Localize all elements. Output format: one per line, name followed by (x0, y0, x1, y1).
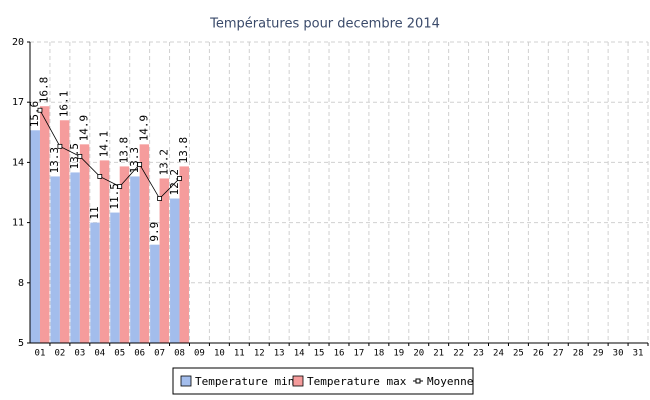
bar (159, 178, 170, 343)
x-tick-label: 09 (194, 349, 205, 359)
x-tick-label: 21 (433, 349, 444, 359)
data-label: 16.8 (38, 77, 51, 104)
y-tick-label: 11 (12, 218, 24, 229)
x-tick-label: 10 (214, 349, 225, 359)
legend-label: Temperature max (307, 375, 407, 388)
data-label: 15.6 (28, 101, 41, 128)
legend-label: Moyenne (427, 375, 473, 388)
legend-marker (415, 378, 421, 384)
y-tick-label: 14 (12, 157, 24, 168)
x-tick-label: 20 (413, 349, 424, 359)
data-label: 13.2 (157, 149, 170, 176)
x-tick-label: 26 (533, 349, 544, 359)
bar (99, 160, 110, 343)
x-tick-label: 25 (513, 349, 524, 359)
data-label: 14.9 (78, 115, 91, 142)
data-label: 16.1 (58, 91, 71, 118)
x-tick-label: 06 (134, 349, 145, 359)
x-tick-label: 14 (294, 349, 305, 359)
x-tick-label: 03 (74, 349, 85, 359)
legend-label: Temperature min (195, 375, 294, 388)
bar (79, 144, 90, 343)
y-tick-label: 8 (18, 278, 24, 289)
line-marker (57, 143, 63, 149)
chart-title: Températures pour decembre 2014 (209, 17, 440, 32)
line-marker (77, 153, 83, 159)
data-label: 13.3 (48, 147, 61, 174)
y-tick-label: 5 (18, 338, 24, 349)
y-tick-label: 20 (12, 37, 24, 48)
x-tick-label: 30 (613, 349, 624, 359)
bar (50, 176, 60, 343)
line-marker (37, 107, 43, 113)
x-tick-label: 04 (94, 349, 105, 359)
bar (119, 166, 130, 343)
bar (39, 106, 50, 343)
x-tick-label: 15 (314, 349, 325, 359)
data-label: 13.8 (117, 137, 130, 164)
x-tick-label: 13 (274, 349, 285, 359)
x-tick-label: 22 (453, 349, 464, 359)
line (39, 110, 180, 200)
x-tick-label: 19 (393, 349, 404, 359)
data-label: 12.2 (168, 169, 181, 196)
line-marker (137, 162, 143, 167)
bar (30, 130, 40, 343)
legend-swatch (180, 375, 192, 387)
data-label: 11.5 (108, 183, 121, 209)
data-label: 14.9 (137, 115, 150, 142)
line-marker (157, 196, 162, 201)
legend-swatch (292, 375, 304, 387)
x-tick-label: 31 (633, 349, 644, 359)
line-marker (117, 184, 123, 189)
bar (130, 176, 140, 343)
bar (90, 222, 100, 343)
bar (139, 144, 150, 343)
x-tick-label: 11 (234, 349, 245, 359)
data-label: 13.5 (68, 143, 81, 170)
bar (59, 120, 70, 343)
line-marker (177, 176, 182, 181)
x-tick-label: 27 (553, 349, 564, 359)
bar (70, 172, 80, 343)
y-tick-label: 17 (12, 97, 24, 108)
x-tick-label: 05 (114, 349, 125, 359)
x-tick-label: 29 (593, 349, 604, 359)
data-label: 9.9 (148, 222, 161, 242)
x-tick-label: 17 (354, 349, 365, 359)
bar (110, 212, 120, 343)
bar (179, 166, 189, 343)
data-label: 14.1 (98, 131, 111, 157)
data-label: 11 (88, 206, 101, 219)
x-tick-label: 16 (334, 349, 345, 359)
x-tick-label: 08 (174, 349, 185, 359)
data-label: 13.8 (177, 137, 190, 164)
x-tick-label: 24 (493, 349, 504, 359)
x-tick-label: 23 (473, 349, 484, 359)
x-tick-label: 28 (573, 349, 584, 359)
line-marker (97, 174, 103, 179)
bar (170, 198, 180, 343)
x-tick-label: 07 (154, 349, 165, 359)
x-tick-label: 02 (54, 349, 65, 359)
x-tick-label: 12 (254, 349, 265, 359)
x-tick-label: 01 (35, 349, 46, 359)
bar (150, 244, 160, 343)
x-tick-label: 18 (373, 349, 384, 359)
